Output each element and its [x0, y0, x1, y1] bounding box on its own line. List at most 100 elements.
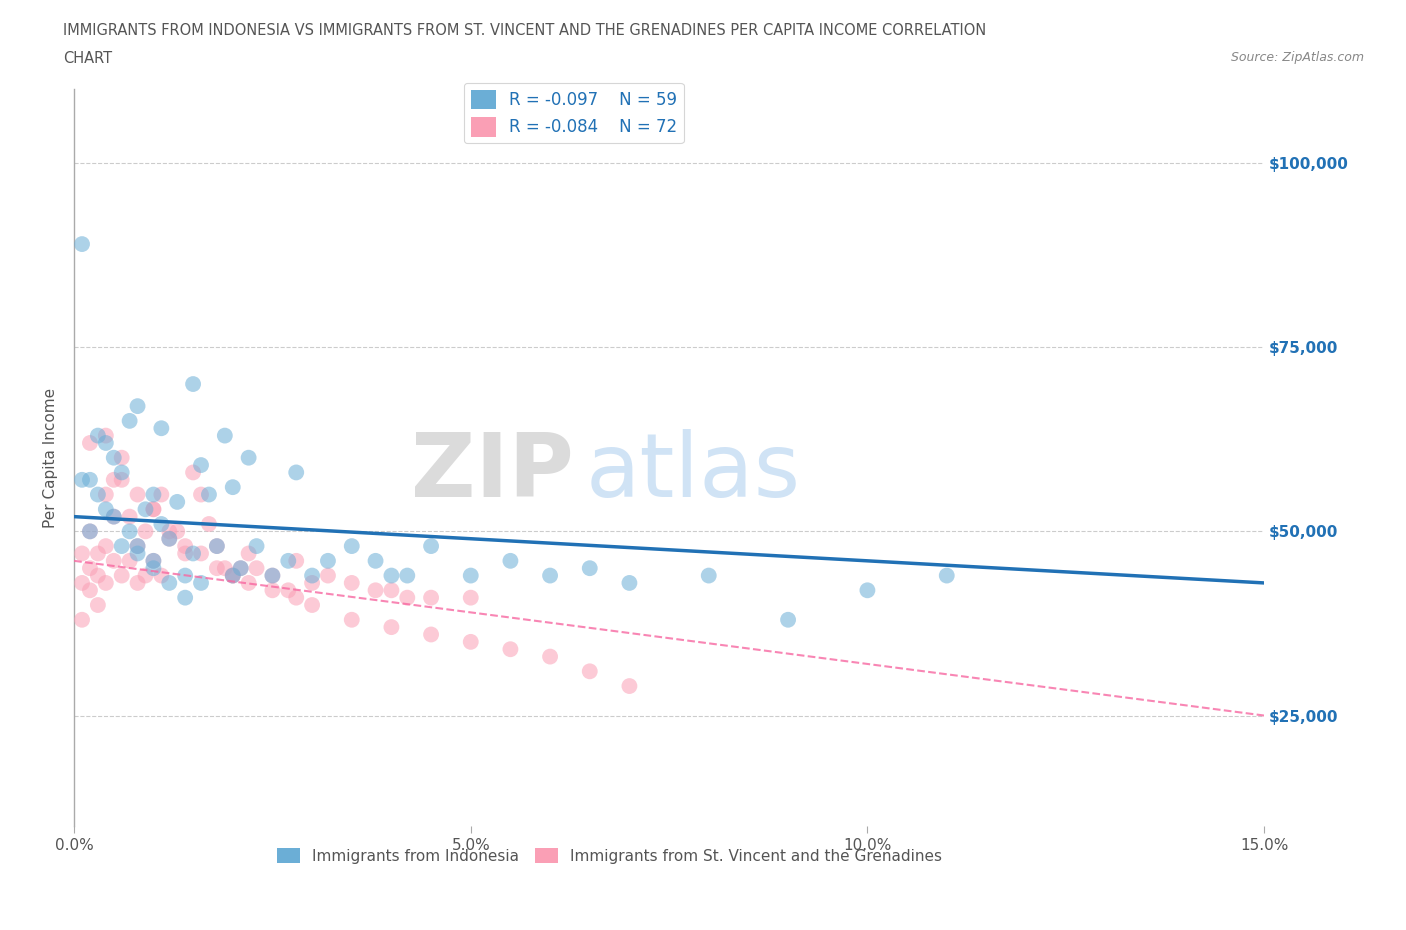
Point	[538, 568, 561, 583]
Point	[94, 538, 117, 553]
Point	[222, 568, 245, 583]
Point	[238, 450, 260, 465]
Point	[134, 502, 156, 517]
Point	[856, 583, 879, 598]
Point	[285, 553, 308, 568]
Point	[316, 553, 339, 568]
Point	[166, 495, 188, 510]
Point	[142, 561, 165, 576]
Point	[499, 553, 522, 568]
Point	[238, 546, 260, 561]
Point	[460, 591, 482, 605]
Point	[111, 450, 134, 465]
Point	[205, 561, 228, 576]
Point	[181, 377, 204, 392]
Point	[460, 634, 482, 649]
Point	[205, 538, 228, 553]
Point	[103, 553, 125, 568]
Point	[118, 510, 141, 525]
Point	[118, 524, 141, 538]
Point	[174, 546, 197, 561]
Point	[142, 553, 165, 568]
Point	[157, 576, 180, 591]
Point	[619, 679, 641, 694]
Point	[79, 472, 101, 487]
Point	[118, 414, 141, 429]
Text: atlas: atlas	[586, 429, 801, 516]
Point	[619, 576, 641, 591]
Point	[174, 591, 197, 605]
Point	[316, 568, 339, 583]
Point	[79, 435, 101, 450]
Point	[94, 576, 117, 591]
Point	[127, 538, 149, 553]
Point	[420, 591, 443, 605]
Point	[380, 619, 402, 634]
Point	[150, 568, 173, 583]
Point	[87, 428, 110, 443]
Point	[70, 612, 93, 627]
Point	[103, 472, 125, 487]
Point	[94, 487, 117, 502]
Point	[79, 583, 101, 598]
Point	[935, 568, 957, 583]
Point	[150, 487, 173, 502]
Point	[222, 568, 245, 583]
Text: Source: ZipAtlas.com: Source: ZipAtlas.com	[1230, 51, 1364, 64]
Point	[142, 487, 165, 502]
Point	[778, 612, 800, 627]
Point	[142, 553, 165, 568]
Point	[103, 450, 125, 465]
Point	[380, 583, 402, 598]
Point	[87, 487, 110, 502]
Point	[94, 435, 117, 450]
Point	[222, 568, 245, 583]
Point	[94, 428, 117, 443]
Point	[127, 576, 149, 591]
Point	[198, 487, 221, 502]
Point	[262, 583, 284, 598]
Point	[111, 568, 134, 583]
Point	[70, 546, 93, 561]
Point	[70, 576, 93, 591]
Point	[87, 568, 110, 583]
Point	[578, 664, 600, 679]
Point	[150, 516, 173, 531]
Point	[364, 553, 387, 568]
Point	[166, 524, 188, 538]
Point	[79, 524, 101, 538]
Point	[238, 576, 260, 591]
Point	[222, 480, 245, 495]
Point	[262, 568, 284, 583]
Y-axis label: Per Capita Income: Per Capita Income	[44, 388, 58, 527]
Point	[340, 538, 363, 553]
Point	[174, 568, 197, 583]
Point	[87, 546, 110, 561]
Point	[245, 538, 267, 553]
Text: CHART: CHART	[63, 51, 112, 66]
Point	[364, 583, 387, 598]
Point	[79, 561, 101, 576]
Point	[190, 458, 212, 472]
Point	[245, 561, 267, 576]
Point	[127, 538, 149, 553]
Point	[94, 502, 117, 517]
Point	[127, 399, 149, 414]
Point	[103, 510, 125, 525]
Point	[460, 568, 482, 583]
Point	[697, 568, 720, 583]
Point	[157, 531, 180, 546]
Point	[277, 583, 299, 598]
Point	[142, 502, 165, 517]
Point	[205, 538, 228, 553]
Point	[150, 420, 173, 435]
Point	[420, 627, 443, 642]
Point	[229, 561, 252, 576]
Point	[190, 487, 212, 502]
Point	[157, 524, 180, 538]
Point	[420, 538, 443, 553]
Point	[340, 576, 363, 591]
Point	[157, 531, 180, 546]
Point	[111, 472, 134, 487]
Point	[214, 561, 236, 576]
